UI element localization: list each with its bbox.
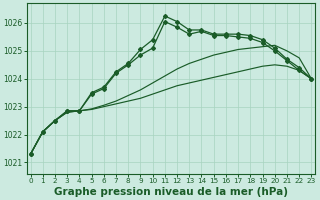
X-axis label: Graphe pression niveau de la mer (hPa): Graphe pression niveau de la mer (hPa) — [54, 187, 288, 197]
